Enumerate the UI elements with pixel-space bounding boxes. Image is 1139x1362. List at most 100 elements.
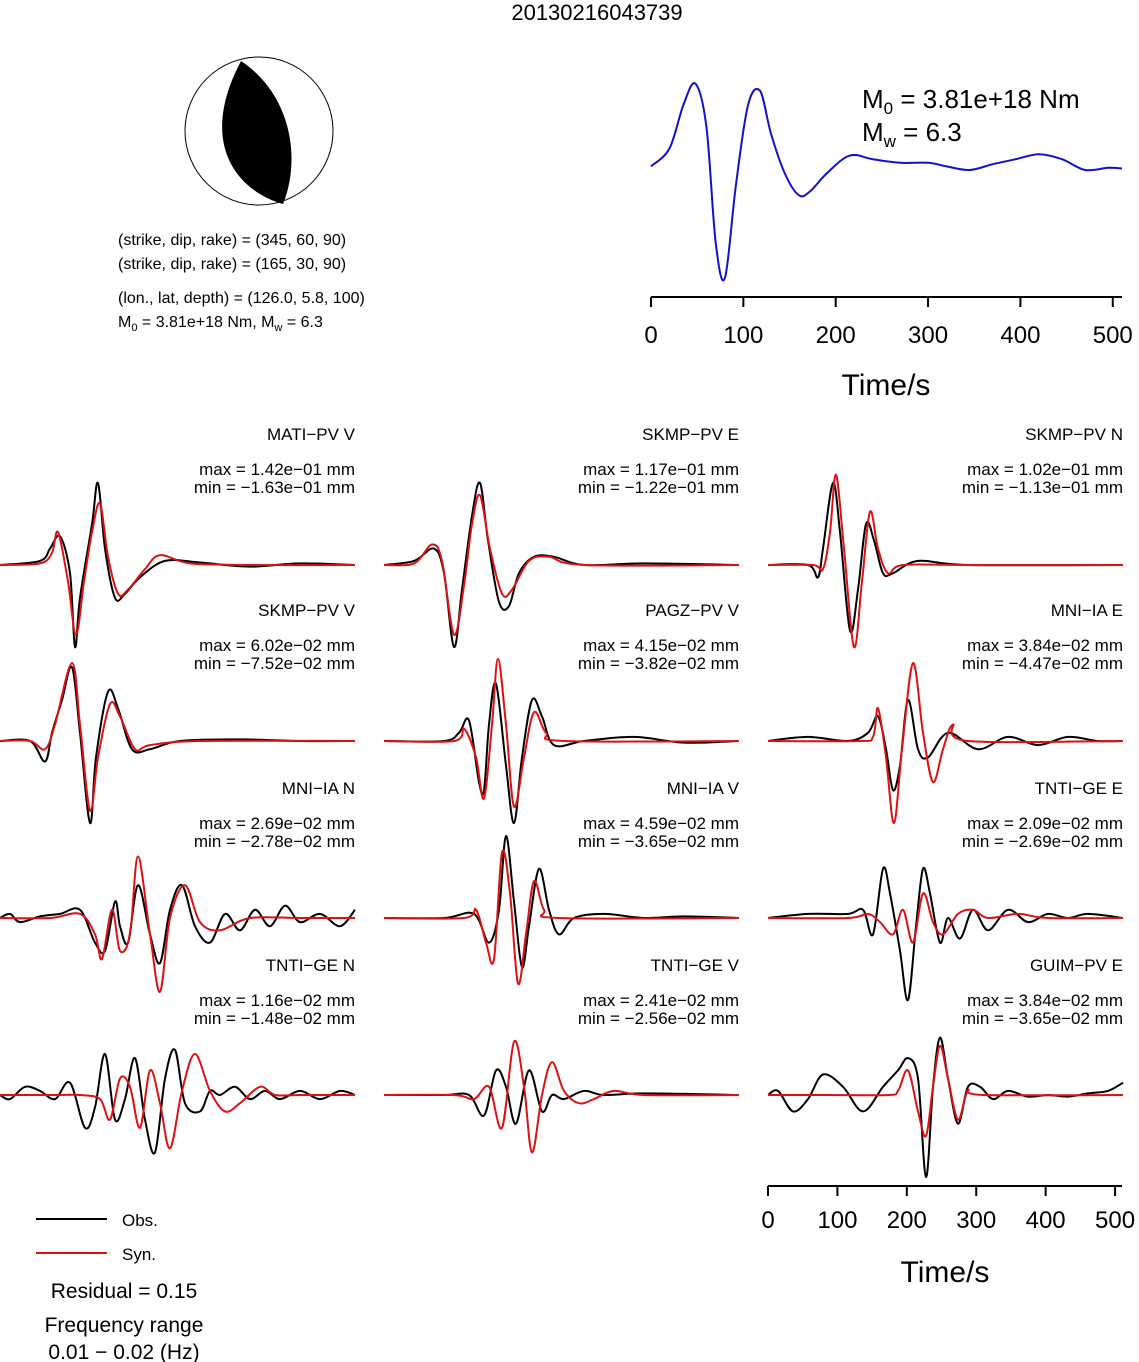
stf-x-axis-label: Time/s — [842, 369, 931, 402]
legend: Obs. Syn. Residual = 0.15 Frequency rang… — [36, 1211, 203, 1362]
syn-waveform — [383, 657, 740, 808]
obs-waveform — [383, 681, 740, 825]
min-amplitude-label: min = −2.78e−02 mm — [194, 832, 355, 851]
focal-plane-2: (strike, dip, rake) = (165, 30, 90) — [118, 256, 346, 273]
waveform-x-axis-label: Time/s — [901, 1256, 990, 1289]
waveform-tick-label: 100 — [817, 1207, 857, 1234]
station-label: MNI−IA E — [1051, 601, 1123, 620]
source-time-function-plot: 0 100 200 300 400 500 Time/s M0 = 3.81e+18 Nm… — [644, 82, 1133, 402]
stf-tick-label: 100 — [723, 322, 763, 349]
waveform-tick-label: 400 — [1026, 1207, 1066, 1234]
station-label: SKMP−PV N — [1025, 425, 1123, 444]
station-label: MATI−PV V — [267, 425, 356, 444]
waveform-tick-label: 200 — [887, 1207, 927, 1234]
syn-waveform — [767, 662, 1124, 825]
focal-location: (lon., lat, depth) = (126.0, 5.8, 100) — [118, 290, 365, 307]
syn-waveform — [383, 1039, 740, 1154]
station-label: MNI−IA N — [282, 779, 355, 798]
max-amplitude-label: max = 6.02e−02 mm — [199, 636, 355, 655]
station-label: SKMP−PV E — [642, 425, 739, 444]
waveform-tick-group: 0 100 200 300 400 500 — [761, 1186, 1135, 1234]
focal-moment: M0 = 3.81e+18 Nm, Mw = 6.3 — [118, 314, 323, 334]
station-label: TNTI−GE V — [651, 956, 740, 975]
stf-line — [650, 82, 1123, 282]
obs-waveform — [383, 834, 740, 969]
syn-waveform — [0, 1052, 355, 1150]
station-label: SKMP−PV V — [258, 601, 356, 620]
max-amplitude-label: max = 2.09e−02 mm — [967, 814, 1123, 833]
min-amplitude-label: min = −3.65e−02 mm — [962, 1009, 1123, 1028]
min-amplitude-label: min = −3.65e−02 mm — [578, 832, 739, 851]
max-amplitude-label: max = 3.84e−02 mm — [967, 636, 1123, 655]
station-label: GUIM−PV E — [1030, 956, 1123, 975]
figure-title: 20130216043739 — [511, 0, 682, 25]
syn-waveform — [383, 493, 740, 636]
legend-syn-label: Syn. — [122, 1245, 156, 1264]
max-amplitude-label: max = 1.16e−02 mm — [199, 991, 355, 1010]
station-label: PAGZ−PV V — [645, 601, 739, 620]
stf-tick-group: 0 100 200 300 400 500 — [644, 297, 1133, 349]
stf-magnitude-label: Mw = 6.3 — [862, 117, 962, 151]
obs-waveform — [0, 665, 356, 825]
waveform-tick-label: 500 — [1095, 1207, 1135, 1234]
syn-waveform — [767, 473, 1123, 649]
obs-waveform — [767, 866, 1124, 1002]
syn-waveform — [0, 502, 356, 636]
syn-waveform — [767, 1044, 1124, 1138]
focal-mechanism-beachball — [184, 56, 334, 206]
residual-label: Residual = 0.15 — [51, 1280, 198, 1303]
beachball-compression-quadrant — [222, 61, 292, 204]
max-amplitude-label: max = 4.59e−02 mm — [583, 814, 739, 833]
max-amplitude-label: max = 1.02e−01 mm — [967, 460, 1123, 479]
max-amplitude-label: max = 1.17e−01 mm — [583, 460, 739, 479]
min-amplitude-label: min = −3.82e−02 mm — [578, 654, 739, 673]
stf-tick-label: 500 — [1093, 322, 1133, 349]
obs-waveform — [767, 1036, 1124, 1179]
syn-waveform — [0, 662, 356, 812]
max-amplitude-label: max = 3.84e−02 mm — [967, 991, 1123, 1010]
max-amplitude-label: max = 4.15e−02 mm — [583, 636, 739, 655]
obs-waveform — [767, 698, 1124, 792]
syn-waveform — [383, 849, 740, 986]
min-amplitude-label: min = −2.69e−02 mm — [962, 832, 1123, 851]
stf-tick-label: 200 — [816, 322, 856, 349]
stf-moment-label: M0 = 3.81e+18 Nm — [862, 84, 1080, 118]
frequency-range-label: Frequency range — [45, 1314, 204, 1337]
syn-waveform — [767, 892, 1124, 944]
min-amplitude-label: min = −1.63e−01 mm — [194, 478, 355, 497]
obs-waveform — [383, 1068, 740, 1125]
min-amplitude-label: min = −2.56e−02 mm — [578, 1009, 739, 1028]
stf-tick-label: 300 — [908, 322, 948, 349]
max-amplitude-label: max = 2.69e−02 mm — [199, 814, 355, 833]
stf-tick-label: 400 — [1000, 322, 1040, 349]
min-amplitude-label: min = −1.22e−01 mm — [578, 478, 739, 497]
min-amplitude-label: min = −4.47e−02 mm — [962, 654, 1123, 673]
frequency-range-value: 0.01 − 0.02 (Hz) — [48, 1341, 199, 1362]
station-label: MNI−IA V — [667, 779, 740, 798]
min-amplitude-label: min = −1.48e−02 mm — [194, 1009, 355, 1028]
legend-obs-label: Obs. — [122, 1211, 158, 1230]
station-label: TNTI−GE N — [266, 956, 355, 975]
syn-waveform — [0, 855, 355, 993]
focal-plane-1: (strike, dip, rake) = (345, 60, 90) — [118, 232, 346, 249]
stf-tick-label: 0 — [644, 322, 657, 349]
waveform-tick-label: 300 — [956, 1207, 996, 1234]
min-amplitude-label: min = −7.52e−02 mm — [194, 654, 355, 673]
station-label: TNTI−GE E — [1035, 779, 1123, 798]
obs-waveform — [0, 1048, 356, 1155]
waveform-tick-label: 0 — [761, 1207, 774, 1234]
